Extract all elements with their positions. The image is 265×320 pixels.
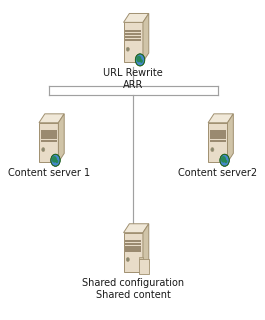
Bar — [210, 140, 226, 142]
Circle shape — [220, 154, 229, 166]
Bar — [125, 30, 142, 32]
Polygon shape — [208, 114, 233, 123]
Circle shape — [140, 59, 143, 63]
Polygon shape — [143, 224, 149, 272]
Bar — [125, 243, 142, 245]
Polygon shape — [39, 123, 58, 162]
Bar — [41, 133, 57, 136]
Polygon shape — [123, 233, 143, 272]
Polygon shape — [39, 114, 64, 123]
Bar — [41, 140, 57, 142]
Circle shape — [221, 156, 226, 163]
Bar — [125, 39, 142, 41]
Bar — [210, 133, 226, 136]
Polygon shape — [139, 260, 149, 275]
Bar — [210, 136, 226, 139]
Bar — [125, 246, 142, 249]
Text: Content server 1: Content server 1 — [8, 168, 90, 178]
Bar — [125, 36, 142, 38]
Polygon shape — [139, 257, 143, 260]
Circle shape — [225, 160, 227, 163]
Text: Shared configuration
Shared content: Shared configuration Shared content — [82, 278, 184, 300]
Polygon shape — [208, 123, 228, 162]
Circle shape — [135, 54, 145, 66]
Bar — [125, 249, 142, 252]
Circle shape — [126, 47, 129, 51]
Circle shape — [51, 154, 60, 166]
Bar — [41, 136, 57, 139]
Circle shape — [136, 56, 142, 62]
Bar — [125, 240, 142, 243]
Circle shape — [42, 148, 45, 152]
Circle shape — [211, 148, 214, 152]
Bar — [41, 130, 57, 132]
Text: URL Rewrite
ARR: URL Rewrite ARR — [103, 68, 163, 90]
Polygon shape — [123, 13, 149, 22]
Polygon shape — [58, 114, 64, 162]
Circle shape — [52, 156, 57, 163]
Circle shape — [126, 258, 129, 261]
Polygon shape — [123, 224, 149, 233]
Polygon shape — [228, 114, 233, 162]
Bar — [125, 33, 142, 35]
Polygon shape — [143, 13, 149, 62]
Bar — [210, 130, 226, 132]
Text: Content server2: Content server2 — [178, 168, 257, 178]
Circle shape — [55, 160, 58, 163]
Polygon shape — [123, 22, 143, 62]
